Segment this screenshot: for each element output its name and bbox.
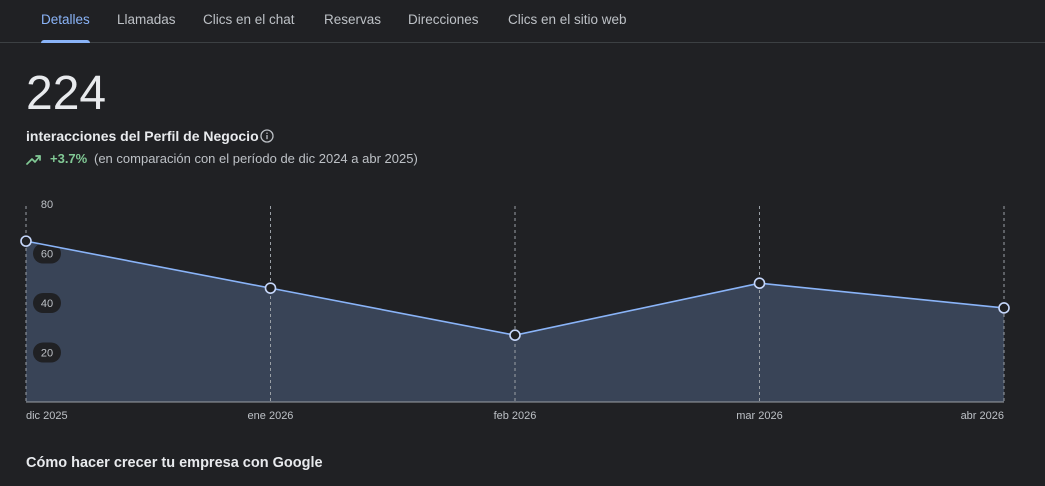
data-point [755, 278, 765, 288]
tab-clics-en-el-chat[interactable]: Clics en el chat [203, 0, 295, 42]
y-tick-label: 80 [41, 199, 53, 211]
y-tick-label: 20 [41, 348, 53, 360]
trending-up-icon [26, 152, 42, 166]
x-tick-label: mar 2026 [736, 410, 782, 422]
interactions-chart: 20 40 60 80 dic 2025 ene 2026 feb 2026 mar 2026… [0, 190, 1045, 430]
x-tick-label: dic 2025 [26, 410, 68, 422]
tab-clics-en-el-sitio-web[interactable]: Clics en el sitio web [508, 0, 627, 42]
tab-direcciones[interactable]: Direcciones [408, 0, 479, 42]
tab-reservas[interactable]: Reservas [324, 0, 381, 42]
data-point [510, 330, 520, 340]
info-icon[interactable] [260, 129, 274, 143]
x-tick-label: abr 2026 [961, 410, 1004, 422]
growth-section-title: Cómo hacer crecer tu empresa con Google [26, 455, 323, 471]
x-tick-label: ene 2026 [248, 410, 294, 422]
data-point [21, 236, 31, 246]
tab-detalles[interactable]: Detalles [41, 0, 90, 42]
data-point [999, 303, 1009, 313]
tab-llamadas[interactable]: Llamadas [117, 0, 176, 42]
y-tick-label: 60 [41, 249, 53, 261]
x-tick-label: feb 2026 [494, 410, 537, 422]
tab-bar: Detalles Llamadas Clics en el chat Reser… [0, 0, 1045, 43]
trend-comparison-text: (en comparación con el período de dic 20… [94, 151, 418, 166]
interactions-total: 224 [26, 66, 106, 122]
metric-label: interacciones del Perfil de Negocio [26, 128, 259, 144]
data-point [266, 283, 276, 293]
y-tick-label: 40 [41, 298, 53, 310]
trend-percent: +3.7% [50, 151, 87, 166]
